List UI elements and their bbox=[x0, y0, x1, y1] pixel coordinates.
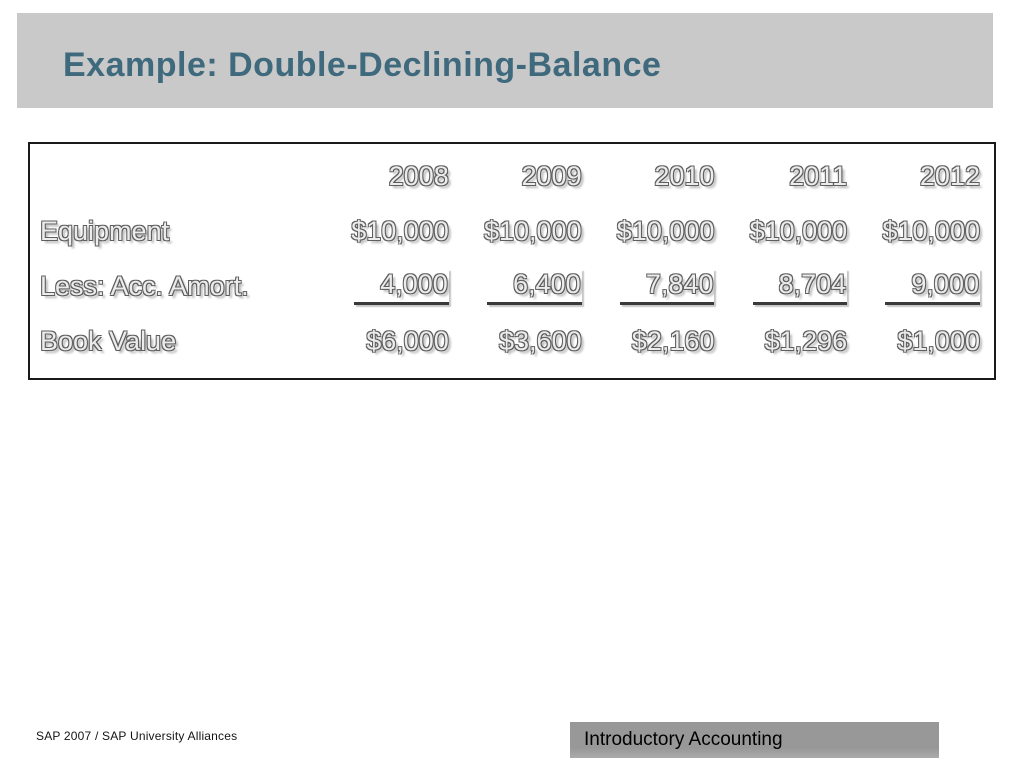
row-label: Book Value bbox=[40, 326, 177, 357]
slide-title: Example: Double-Declining-Balance bbox=[63, 46, 662, 84]
row-label: Less: Acc. Amort. bbox=[40, 271, 249, 302]
year-header: 2009 bbox=[521, 160, 582, 191]
year-header: 2010 bbox=[654, 160, 715, 191]
year-header: 2008 bbox=[388, 160, 449, 191]
value-cell: 6,400 bbox=[463, 269, 596, 305]
value-cell: $1,296 bbox=[728, 326, 861, 357]
amount: $10,000 bbox=[351, 215, 449, 246]
value-cell: $10,000 bbox=[596, 216, 729, 247]
value-cell: $3,600 bbox=[463, 326, 596, 357]
title-band: Example: Double-Declining-Balance bbox=[17, 13, 993, 108]
row-label: Equipment bbox=[40, 215, 170, 246]
underlined-amount: 7,840 bbox=[619, 269, 715, 305]
footer-course-box: Introductory Accounting bbox=[570, 722, 939, 758]
footer-credit: SAP 2007 / SAP University Alliances bbox=[36, 729, 238, 743]
amount: $2,160 bbox=[631, 326, 715, 357]
amount: $10,000 bbox=[882, 215, 980, 246]
value-cell: $10,000 bbox=[861, 216, 994, 247]
underlined-amount: 9,000 bbox=[885, 269, 980, 305]
underlined-amount: 8,704 bbox=[752, 269, 848, 305]
underlined-amount: 4,000 bbox=[354, 269, 449, 305]
value-cell: 9,000 bbox=[861, 269, 994, 305]
amount: $1,296 bbox=[764, 326, 848, 357]
amount: $3,600 bbox=[499, 326, 582, 357]
footer-course-label: Introductory Accounting bbox=[584, 729, 783, 750]
depreciation-table: 2008 2009 2010 2011 2012 Equipment $10,000 $10… bbox=[28, 142, 996, 380]
value-cell: $6,000 bbox=[330, 326, 463, 357]
amount: $10,000 bbox=[749, 215, 848, 246]
value-cell: 8,704 bbox=[728, 269, 861, 305]
value-cell: $1,000 bbox=[861, 326, 994, 357]
value-cell: 4,000 bbox=[330, 269, 463, 305]
value-cell: $10,000 bbox=[728, 216, 861, 247]
table-header-row: 2008 2009 2010 2011 2012 bbox=[30, 150, 994, 202]
year-header: 2011 bbox=[789, 160, 848, 191]
amount: $6,000 bbox=[366, 326, 449, 357]
value-cell: $10,000 bbox=[463, 216, 596, 247]
amount: $10,000 bbox=[616, 215, 715, 246]
value-cell: $10,000 bbox=[330, 216, 463, 247]
table-row: Less: Acc. Amort. 4,000 6,400 7,840 8,704 9,0… bbox=[30, 261, 994, 313]
value-cell: 7,840 bbox=[596, 269, 729, 305]
amount: $1,000 bbox=[897, 326, 980, 357]
underlined-amount: 6,400 bbox=[487, 269, 582, 305]
year-header: 2012 bbox=[919, 160, 980, 191]
table-row: Book Value $6,000 $3,600 $2,160 $1,296 $1,000 bbox=[30, 316, 994, 368]
table-row: Equipment $10,000 $10,000 $10,000 $10,000 $10… bbox=[30, 205, 994, 257]
value-cell: $2,160 bbox=[596, 326, 729, 357]
amount: $10,000 bbox=[483, 215, 582, 246]
